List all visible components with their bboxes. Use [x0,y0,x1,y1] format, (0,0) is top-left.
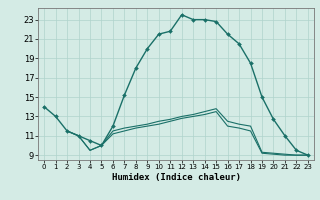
X-axis label: Humidex (Indice chaleur): Humidex (Indice chaleur) [111,173,241,182]
